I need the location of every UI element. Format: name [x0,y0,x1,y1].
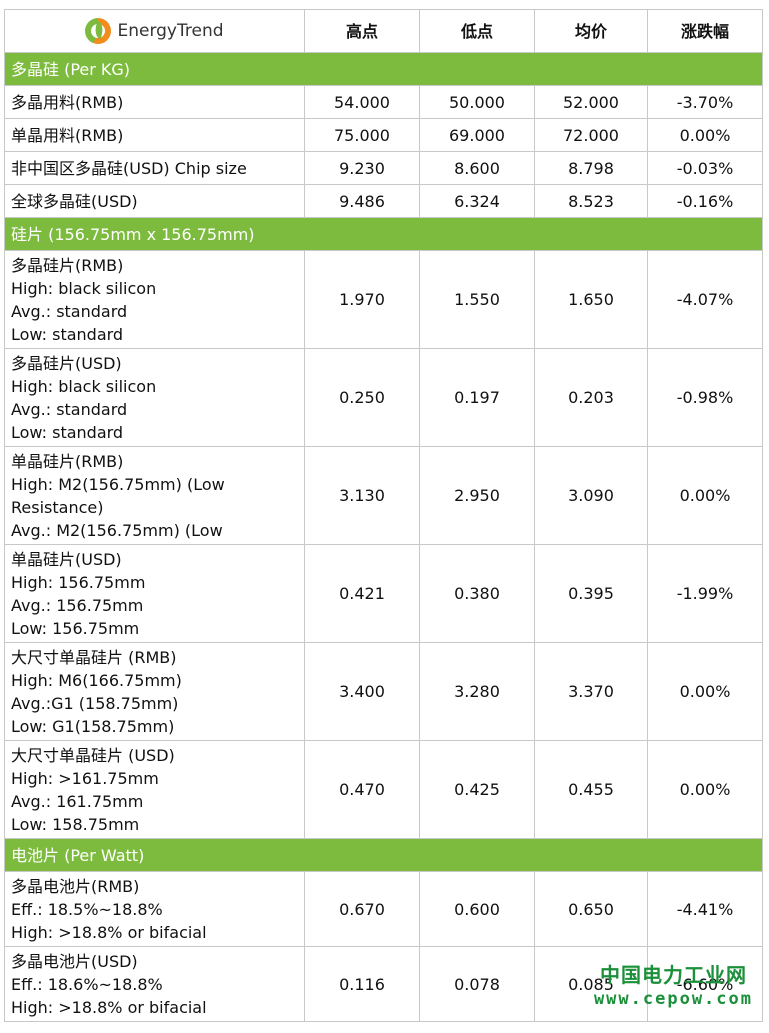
product-name-cell: 多晶电池片(USD) Eff.: 18.6%~18.8% High: >18.8… [4,946,305,1022]
section-title: 硅片 (156.75mm x 156.75mm) [4,217,763,251]
change-cell: -0.98% [647,348,763,447]
high-price-cell: 9.486 [304,184,420,218]
high-price-cell: 0.470 [304,740,420,839]
high-price-cell: 3.400 [304,642,420,741]
avg-price-cell: 8.798 [534,151,648,185]
table-row: 非中国区多晶硅(USD) Chip size 9.230 8.600 8.798 -0.… [4,151,763,185]
change-cell: 0.00% [647,740,763,839]
table-row: 多晶电池片(USD) Eff.: 18.6%~18.8% High: >18.8… [4,946,763,1022]
avg-price-cell: 0.203 [534,348,648,447]
change-cell: -3.70% [647,85,763,119]
low-price-cell: 0.425 [419,740,535,839]
high-price-cell: 54.000 [304,85,420,119]
section-header-row: 硅片 (156.75mm x 156.75mm) [4,217,763,251]
product-name-cell: 多晶电池片(RMB) Eff.: 18.5%~18.8% High: >18.8… [4,871,305,947]
table-row: 全球多晶硅(USD) 9.486 6.324 8.523 -0.16% [4,184,763,218]
logo-cell: EnergyTrend [4,9,305,53]
product-name-cell: 单晶硅片(RMB) High: M2(156.75mm) (Low Resist… [4,446,305,545]
avg-price-cell: 52.000 [534,85,648,119]
product-name-cell: 大尺寸单晶硅片 (RMB) High: M6(166.75mm) Avg.:G1… [4,642,305,741]
table-row: 大尺寸单晶硅片 (RMB) High: M6(166.75mm) Avg.:G1… [4,642,763,741]
low-price-cell: 2.950 [419,446,535,545]
price-table: EnergyTrend 高点 低点 均价 涨跌幅 多晶硅 (Per KG) 多晶用… [4,9,763,1022]
low-price-cell: 3.280 [419,642,535,741]
change-cell: 0.00% [647,642,763,741]
low-price-cell: 1.550 [419,250,535,349]
change-cell: 0.00% [647,446,763,545]
product-name-cell: 单晶用料(RMB) [4,118,305,152]
table-row: 多晶硅片(RMB) High: black silicon Avg.: stan… [4,250,763,349]
table-row: 单晶用料(RMB) 75.000 69.000 72.000 0.00% [4,118,763,152]
avg-price-cell: 0.395 [534,544,648,643]
low-price-cell: 6.324 [419,184,535,218]
low-price-cell: 0.380 [419,544,535,643]
section-title: 电池片 (Per Watt) [4,838,763,872]
watermark: 中国电力工业网 www.cepow.com [594,963,753,1011]
low-price-cell: 0.197 [419,348,535,447]
high-price-cell: 1.970 [304,250,420,349]
change-cell: -0.16% [647,184,763,218]
column-header-avg: 均价 [534,9,648,53]
low-price-cell: 69.000 [419,118,535,152]
watermark-line2: www.cepow.com [593,989,753,1009]
avg-price-cell: 1.650 [534,250,648,349]
product-name-cell: 非中国区多晶硅(USD) Chip size [4,151,305,185]
high-price-cell: 0.250 [304,348,420,447]
change-cell: 0.00% [647,118,763,152]
high-price-cell: 0.116 [304,946,420,1022]
low-price-cell: 0.600 [419,871,535,947]
section-header-row: 电池片 (Per Watt) [4,838,763,872]
leaf-logo-icon [85,18,112,44]
energytrend-logo: EnergyTrend [11,18,298,44]
section-header-row: 多晶硅 (Per KG) [4,52,763,86]
logo-text: EnergyTrend [117,20,224,41]
table-row: 多晶用料(RMB) 54.000 50.000 52.000 -3.70% [4,85,763,119]
avg-price-cell: 0.455 [534,740,648,839]
product-name-cell: 大尺寸单晶硅片 (USD) High: >161.75mm Avg.: 161.… [4,740,305,839]
avg-price-cell: 3.370 [534,642,648,741]
table-row: 单晶硅片(RMB) High: M2(156.75mm) (Low Resist… [4,446,763,545]
column-header-change: 涨跌幅 [647,9,763,53]
product-name-cell: 多晶用料(RMB) [4,85,305,119]
table-row: 单晶硅片(USD) High: 156.75mm Avg.: 156.75mm … [4,544,763,643]
column-header-high: 高点 [304,9,420,53]
table-body: 多晶硅 (Per KG) 多晶用料(RMB) 54.000 50.000 52.000-… [4,52,763,1022]
product-name-cell: 多晶硅片(RMB) High: black silicon Avg.: stan… [4,250,305,349]
product-name-cell: 单晶硅片(USD) High: 156.75mm Avg.: 156.75mm … [4,544,305,643]
low-price-cell: 0.078 [419,946,535,1022]
high-price-cell: 3.130 [304,446,420,545]
table-row: 大尺寸单晶硅片 (USD) High: >161.75mm Avg.: 161.… [4,740,763,839]
avg-price-cell: 8.523 [534,184,648,218]
low-price-cell: 50.000 [419,85,535,119]
change-cell: -4.07% [647,250,763,349]
table-row: 多晶电池片(RMB) Eff.: 18.5%~18.8% High: >18.8… [4,871,763,947]
watermark-line1: 中国电力工业网 [599,963,747,987]
product-name-cell: 多晶硅片(USD) High: black silicon Avg.: stan… [4,348,305,447]
table-row: 多晶硅片(USD) High: black silicon Avg.: stan… [4,348,763,447]
low-price-cell: 8.600 [419,151,535,185]
high-price-cell: 9.230 [304,151,420,185]
high-price-cell: 0.421 [304,544,420,643]
change-cell: -4.41% [647,871,763,947]
section-title: 多晶硅 (Per KG) [4,52,763,86]
avg-price-cell: 3.090 [534,446,648,545]
high-price-cell: 0.670 [304,871,420,947]
header-row: EnergyTrend 高点 低点 均价 涨跌幅 [4,9,763,53]
change-cell: -6.60% [647,946,763,1022]
product-name-cell: 全球多晶硅(USD) [4,184,305,218]
change-cell: -0.03% [647,151,763,185]
change-cell: -1.99% [647,544,763,643]
avg-price-cell: 0.085 [534,946,648,1022]
avg-price-cell: 0.650 [534,871,648,947]
column-header-low: 低点 [419,9,535,53]
high-price-cell: 75.000 [304,118,420,152]
avg-price-cell: 72.000 [534,118,648,152]
